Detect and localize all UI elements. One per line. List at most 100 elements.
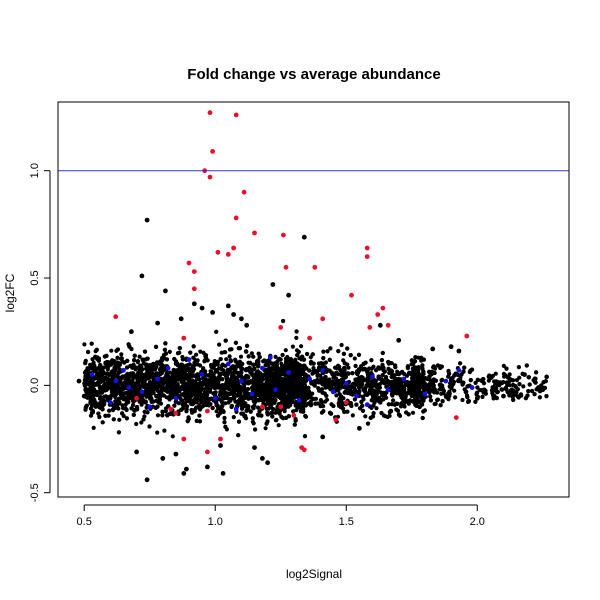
cloud-point	[178, 396, 183, 401]
cloud-point	[321, 349, 326, 354]
cloud-point	[105, 360, 110, 365]
cloud-point	[357, 389, 362, 394]
cloud-point	[214, 409, 219, 414]
cloud-point	[115, 360, 120, 365]
cloud-point	[303, 413, 308, 419]
cloud-point	[385, 414, 390, 419]
cloud-point	[182, 387, 188, 392]
cloud-point	[199, 386, 205, 391]
cloud-point	[118, 356, 124, 361]
cloud-point	[223, 424, 228, 429]
cloud-point	[466, 399, 471, 404]
cloud-point	[419, 355, 424, 360]
cloud-point	[379, 410, 384, 416]
cloud-point	[420, 363, 425, 368]
cloud-point	[270, 414, 275, 419]
cloud-point	[89, 341, 94, 346]
cloud-point	[155, 430, 160, 435]
cloud-point	[296, 368, 301, 373]
cloud-point	[204, 379, 209, 384]
cloud-point	[135, 405, 140, 410]
cloud-point	[493, 371, 498, 376]
cloud-point	[273, 361, 278, 367]
cloud-point	[483, 391, 488, 396]
cloud-point	[423, 376, 428, 381]
cloud-point	[173, 359, 179, 364]
cloud-point	[161, 393, 166, 398]
cloud-point	[245, 387, 250, 392]
cloud-point	[125, 358, 130, 363]
cloud-point	[446, 368, 451, 374]
cloud-point	[369, 371, 374, 376]
cloud-point	[246, 354, 251, 359]
cloud-point	[391, 398, 396, 403]
cloud-point	[381, 397, 386, 402]
cloud-point	[110, 381, 115, 387]
cloud-point	[493, 382, 498, 387]
cloud-point	[162, 347, 167, 352]
cloud-point	[229, 379, 234, 384]
cloud-point	[349, 403, 354, 409]
cloud-point	[269, 399, 274, 404]
cloud-point	[121, 397, 126, 402]
cloud-point	[263, 426, 268, 431]
cloud-point	[256, 351, 261, 356]
cloud-point	[103, 413, 108, 418]
cloud-point	[534, 370, 539, 375]
cloud-point	[204, 390, 209, 395]
cloud-point	[432, 390, 437, 395]
cloud-point	[218, 357, 223, 362]
cloud-point	[111, 417, 116, 422]
cloud-point	[278, 357, 283, 362]
cloud-point	[369, 405, 374, 410]
cloud-point	[334, 377, 339, 382]
cloud-point	[173, 399, 178, 404]
cloud-point	[440, 399, 445, 404]
cloud-point	[239, 403, 244, 408]
cloud-point	[325, 349, 330, 354]
cloud-point	[402, 388, 407, 393]
cloud-point	[190, 366, 195, 371]
cloud-point	[544, 374, 549, 379]
cloud-point	[473, 380, 478, 385]
cloud-point	[94, 347, 99, 352]
cloud-point	[294, 335, 299, 340]
cloud-point	[428, 398, 433, 403]
cloud-point	[500, 387, 505, 392]
cloud-point	[300, 403, 305, 408]
cloud-point	[375, 398, 380, 403]
cloud-point	[88, 391, 93, 396]
cloud-point	[305, 351, 310, 357]
cloud-point	[160, 412, 165, 418]
cloud-point	[311, 369, 316, 374]
cloud-point	[526, 389, 531, 394]
cloud-point	[249, 351, 254, 356]
cloud-point	[412, 375, 417, 380]
cloud-point	[160, 386, 165, 391]
cloud-point	[303, 372, 308, 377]
cloud-point	[93, 404, 98, 409]
cloud-point	[237, 392, 242, 397]
cloud-point	[227, 354, 232, 359]
cloud-point	[320, 376, 325, 381]
cloud-point	[270, 377, 276, 382]
cloud-point	[184, 404, 190, 409]
cloud-point	[220, 404, 225, 409]
cloud-point	[342, 371, 347, 376]
cloud-point	[220, 408, 225, 413]
cloud-point	[205, 358, 210, 363]
cloud-point	[420, 415, 425, 421]
cloud-point	[184, 393, 189, 398]
cloud-point	[340, 406, 346, 411]
cloud-point	[124, 399, 129, 404]
cloud-point	[386, 366, 391, 371]
cloud-point	[154, 394, 159, 399]
cloud-point	[163, 380, 168, 385]
cloud-point	[167, 397, 172, 402]
cloud-point	[142, 409, 147, 414]
cloud-point	[365, 421, 371, 426]
cloud-point	[382, 381, 387, 386]
cloud-point	[363, 414, 368, 419]
cloud-point	[280, 352, 285, 358]
cloud-point	[336, 349, 341, 354]
